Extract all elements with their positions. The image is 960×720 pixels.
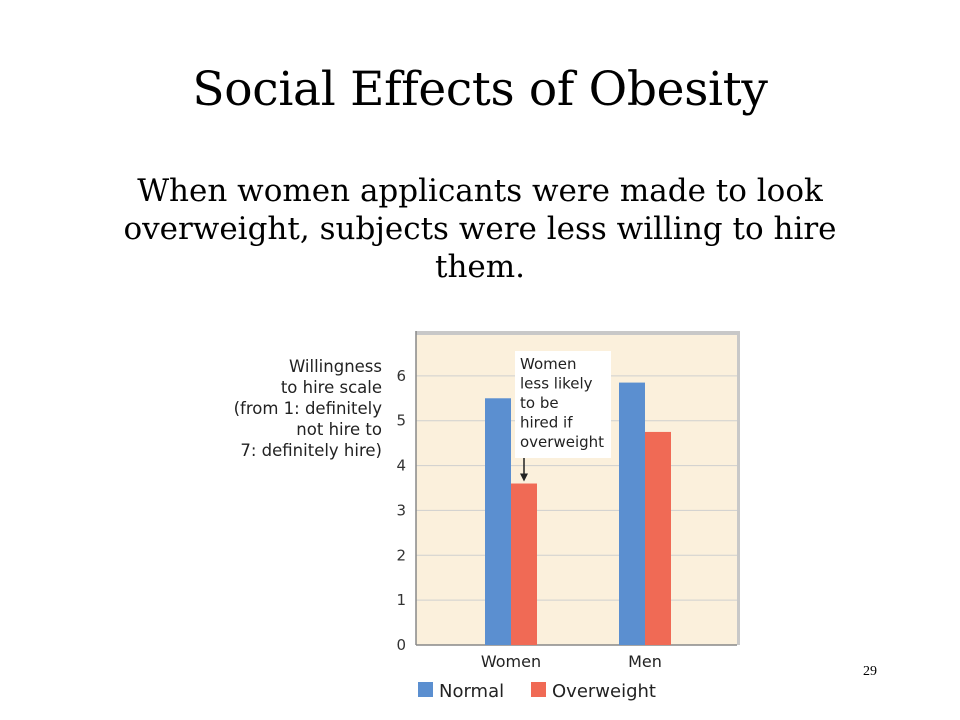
page-number: 29 xyxy=(863,664,877,679)
callout-text-line: less likely xyxy=(520,375,593,393)
bar-women-normal xyxy=(485,398,511,645)
y-axis-label-line: to hire scale xyxy=(280,378,382,397)
bar-women-overweight xyxy=(511,483,537,645)
y-tick-label: 3 xyxy=(396,501,406,519)
x-category-label: Men xyxy=(628,652,662,671)
bar-men-normal xyxy=(619,382,645,645)
slide-body-line: them. xyxy=(434,249,526,285)
y-axis-label-line: Willingness xyxy=(288,357,382,376)
y-tick-label: 1 xyxy=(396,591,406,609)
plot-top-frame xyxy=(416,331,740,335)
bar-men-overweight xyxy=(645,431,671,645)
plot-right-frame xyxy=(737,331,740,645)
legend-label: Normal xyxy=(439,681,504,702)
legend-swatch-normal xyxy=(418,682,433,697)
y-axis-label: Willingness to hire scale (from 1: defin… xyxy=(200,356,382,461)
callout-text-line: hired if xyxy=(520,414,573,432)
y-tick-label: 2 xyxy=(396,546,406,564)
x-category-label: Women xyxy=(481,652,541,671)
y-tick-label: 6 xyxy=(396,367,406,385)
slide-body-text: When women applicants were made to look … xyxy=(80,172,880,286)
slide-title: Social Effects of Obesity xyxy=(192,62,768,117)
legend-label: Overweight xyxy=(552,681,656,702)
callout-text-line: to be xyxy=(520,394,559,412)
slide-body-line: overweight, subjects were less willing t… xyxy=(123,211,837,247)
y-tick-label: 5 xyxy=(396,412,406,430)
slide-body-line: When women applicants were made to look xyxy=(137,173,823,209)
y-axis-label-line: not hire to xyxy=(296,420,382,439)
y-tick-label: 0 xyxy=(396,636,406,654)
callout-text-line: overweight xyxy=(520,433,604,451)
y-tick-label: 4 xyxy=(396,457,406,475)
y-axis-label-line: (from 1: definitely xyxy=(233,399,382,418)
callout-text-line: Women xyxy=(520,355,576,373)
legend-swatch-overweight xyxy=(531,682,546,697)
callout-arrow-head xyxy=(520,473,528,482)
y-axis-label-line: 7: definitely hire) xyxy=(240,441,382,460)
callout-box xyxy=(515,351,611,458)
